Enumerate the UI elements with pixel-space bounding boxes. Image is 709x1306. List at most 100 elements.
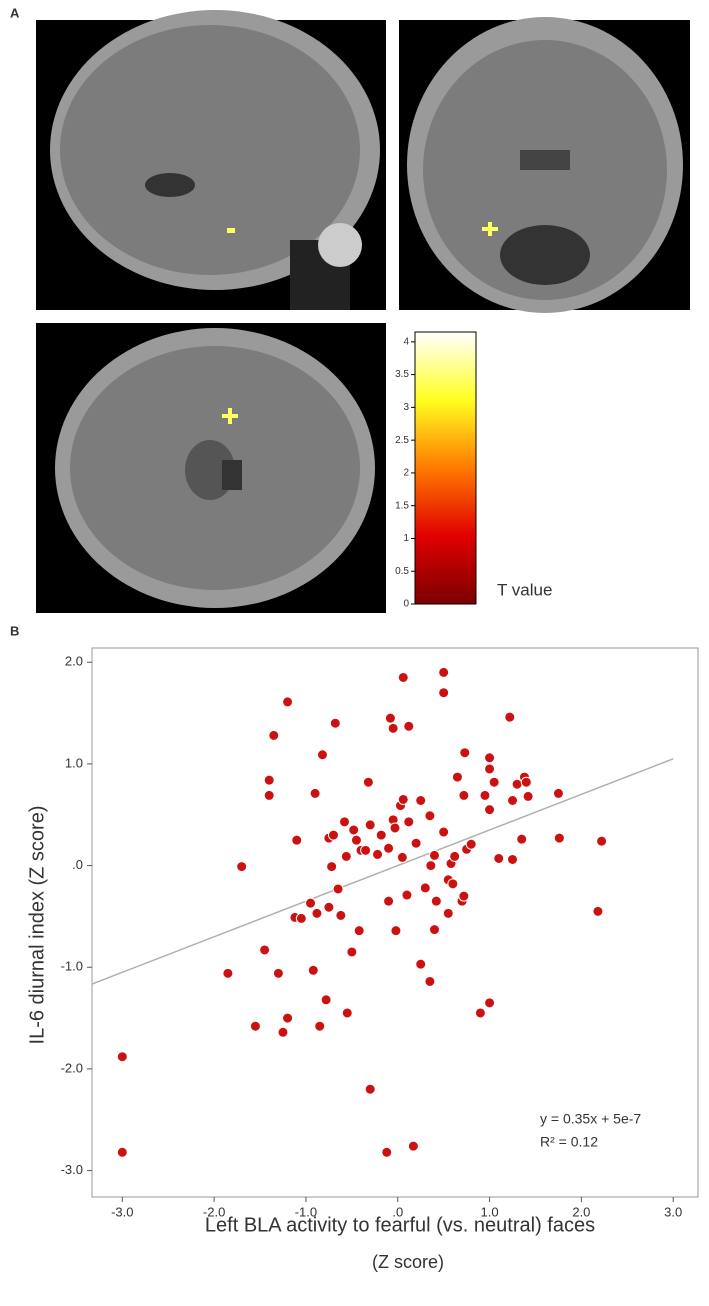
data-point — [353, 925, 365, 937]
data-point — [484, 752, 496, 764]
data-point — [474, 1007, 486, 1019]
data-point — [360, 844, 372, 856]
y-tick-label: 2.0 — [65, 654, 83, 669]
data-point — [340, 850, 352, 862]
data-point — [447, 878, 459, 890]
data-point — [592, 905, 604, 917]
trend-line — [91, 758, 674, 985]
data-point — [326, 861, 338, 873]
x-tick-label: 3.0 — [664, 1204, 682, 1219]
data-point — [305, 897, 317, 909]
brain-axial — [36, 323, 386, 613]
x-tick-label: 2.0 — [572, 1204, 590, 1219]
data-point — [449, 850, 461, 862]
data-point — [282, 696, 294, 708]
x-axis-label: (Z score) — [372, 1252, 444, 1272]
data-point — [403, 720, 415, 732]
data-point — [372, 848, 384, 860]
data-point — [314, 1020, 326, 1032]
data-point — [364, 1083, 376, 1095]
brain-coronal — [399, 17, 690, 313]
data-point — [507, 853, 519, 865]
data-point — [484, 997, 496, 1009]
data-point — [236, 861, 248, 873]
data-point — [438, 826, 450, 838]
data-point — [383, 842, 395, 854]
data-point — [390, 925, 402, 937]
data-point — [383, 895, 395, 907]
x-tick-label: -3.0 — [111, 1204, 133, 1219]
data-point — [596, 835, 608, 847]
data-point — [116, 1051, 128, 1063]
data-point — [259, 944, 271, 956]
r-squared: R² = 0.12 — [540, 1134, 598, 1150]
data-point — [520, 776, 532, 788]
data-point — [263, 774, 275, 786]
panel-label: B — [10, 623, 19, 638]
data-point — [341, 1007, 353, 1019]
data-point — [430, 895, 442, 907]
data-point — [552, 787, 564, 799]
data-point — [346, 946, 358, 958]
data-point — [415, 795, 427, 806]
data-point — [484, 763, 496, 775]
data-point — [311, 907, 323, 919]
data-point — [327, 829, 339, 841]
data-point — [415, 958, 427, 970]
x-tick-label: -2.0 — [203, 1204, 225, 1219]
data-point — [222, 967, 234, 979]
brain-sagittal — [36, 10, 386, 310]
data-point — [295, 912, 307, 924]
data-point — [522, 790, 534, 802]
data-point — [387, 722, 399, 734]
data-point — [397, 793, 409, 805]
x-tick-label: .0 — [392, 1204, 403, 1219]
data-point — [381, 1146, 393, 1158]
data-point — [277, 1026, 289, 1038]
data-point — [459, 747, 471, 759]
data-point — [425, 860, 437, 872]
data-point — [116, 1146, 128, 1158]
data-point — [407, 1140, 419, 1152]
data-point — [465, 838, 477, 850]
data-point — [493, 852, 505, 864]
colorbar-tick-label: 3.5 — [395, 369, 409, 380]
data-point — [488, 776, 500, 788]
colorbar-tick-label: 3 — [403, 402, 409, 413]
x-tick-label: 1.0 — [481, 1204, 499, 1219]
data-point — [507, 795, 519, 806]
data-point — [458, 789, 470, 801]
colorbar — [414, 331, 477, 605]
data-point — [329, 717, 341, 729]
data-point — [335, 909, 347, 921]
data-point — [263, 789, 275, 801]
data-point — [348, 824, 360, 836]
data-point — [553, 832, 565, 844]
colorbar-label: T value — [497, 580, 552, 599]
colorbar-tick-label: 0.5 — [395, 566, 409, 577]
colorbar-tick-label: 4 — [403, 336, 409, 347]
data-point — [451, 771, 463, 783]
data-point — [389, 822, 401, 834]
data-point — [350, 834, 362, 846]
colorbar-tick-label: 1.5 — [395, 500, 409, 511]
data-point — [484, 804, 496, 816]
colorbar-tick-label: 1 — [403, 533, 409, 544]
data-point — [268, 729, 280, 741]
y-tick-label: -3.0 — [61, 1162, 83, 1177]
y-tick-label: -1.0 — [61, 959, 83, 974]
data-point — [424, 975, 436, 987]
data-point — [419, 882, 431, 894]
data-point — [249, 1020, 261, 1032]
y-tick-label: .0 — [72, 857, 83, 872]
data-point — [375, 829, 387, 841]
data-point — [479, 789, 491, 801]
data-point — [316, 749, 328, 761]
data-point — [364, 819, 376, 831]
colorbar-tick-label: 2.5 — [395, 435, 409, 446]
colorbar-tick-label: 0 — [403, 599, 409, 610]
data-point — [442, 907, 454, 919]
data-point — [309, 787, 321, 799]
data-point — [384, 712, 396, 724]
